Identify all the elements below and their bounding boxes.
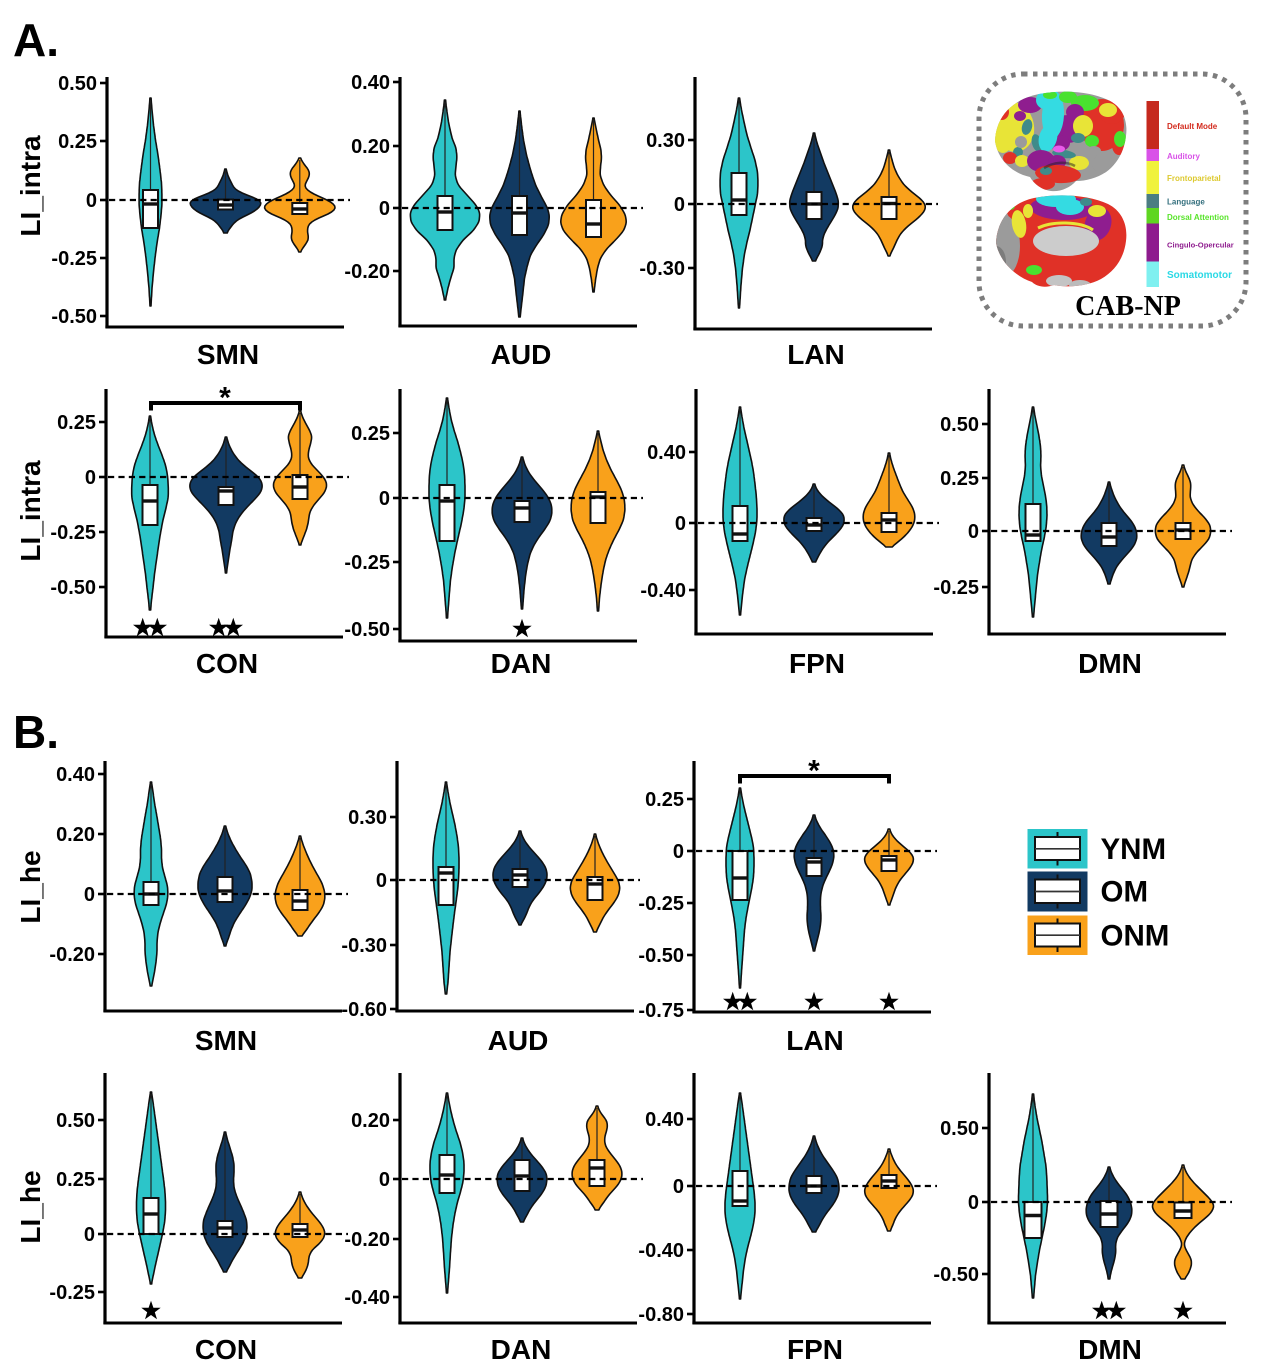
svg-text:-0.20: -0.20: [49, 944, 95, 966]
svg-text:0.25: 0.25: [58, 131, 97, 153]
svg-text:*: *: [808, 755, 820, 788]
svg-text:0: 0: [84, 884, 95, 906]
svg-text:A.: A.: [13, 14, 59, 66]
svg-text:Dorsal Attention: Dorsal Attention: [1167, 213, 1229, 222]
svg-text:0.40: 0.40: [56, 764, 95, 786]
svg-text:0.25: 0.25: [351, 423, 390, 445]
svg-text:-0.75: -0.75: [638, 1000, 684, 1022]
svg-text:0: 0: [379, 1169, 390, 1191]
svg-text:Default Mode: Default Mode: [1167, 122, 1218, 131]
svg-text:*: *: [219, 382, 231, 415]
svg-text:0.20: 0.20: [56, 824, 95, 846]
svg-text:-0.25: -0.25: [50, 522, 96, 544]
svg-text:-0.50: -0.50: [344, 619, 390, 641]
svg-text:0: 0: [376, 870, 387, 892]
svg-text:B.: B.: [13, 706, 59, 758]
svg-text:-0.20: -0.20: [344, 261, 390, 283]
svg-text:0.30: 0.30: [348, 807, 387, 829]
svg-text:0: 0: [86, 190, 97, 212]
svg-text:0: 0: [379, 488, 390, 510]
svg-text:-0.50: -0.50: [638, 945, 684, 967]
svg-text:0.40: 0.40: [647, 442, 686, 464]
svg-text:SMN: SMN: [195, 1025, 257, 1056]
svg-text:-0.25: -0.25: [638, 893, 684, 915]
svg-text:DMN: DMN: [1078, 1334, 1142, 1365]
svg-text:0: 0: [379, 198, 390, 220]
svg-text:-0.25: -0.25: [49, 1282, 95, 1304]
svg-text:FPN: FPN: [789, 648, 845, 679]
svg-text:-0.20: -0.20: [344, 1229, 390, 1251]
svg-text:ONM: ONM: [1101, 920, 1170, 953]
svg-text:DMN: DMN: [1078, 648, 1142, 679]
svg-text:Auditory: Auditory: [1167, 152, 1200, 161]
svg-text:-0.60: -0.60: [341, 999, 387, 1021]
svg-text:-0.30: -0.30: [341, 935, 387, 957]
svg-text:Cingulo-Opercular: Cingulo-Opercular: [1167, 241, 1234, 250]
svg-text:-0.30: -0.30: [639, 258, 685, 280]
svg-text:CON: CON: [196, 648, 258, 679]
svg-text:-0.40: -0.40: [638, 1240, 684, 1262]
svg-text:-0.50: -0.50: [51, 306, 97, 328]
svg-text:LI_he: LI_he: [15, 850, 46, 923]
svg-text:0.50: 0.50: [940, 1118, 979, 1140]
svg-text:-0.25: -0.25: [933, 577, 979, 599]
svg-text:OM: OM: [1101, 876, 1149, 909]
svg-text:-0.40: -0.40: [640, 580, 686, 602]
svg-text:0: 0: [84, 1224, 95, 1246]
svg-text:-0.50: -0.50: [50, 577, 96, 599]
svg-text:-0.50: -0.50: [933, 1264, 979, 1286]
svg-text:0: 0: [673, 1176, 684, 1198]
svg-text:-0.40: -0.40: [344, 1287, 390, 1309]
svg-text:0.25: 0.25: [645, 789, 684, 811]
svg-text:0.50: 0.50: [58, 73, 97, 95]
svg-text:LI_he: LI_he: [15, 1170, 46, 1243]
svg-text:CON: CON: [195, 1334, 257, 1365]
svg-text:AUD: AUD: [488, 1025, 549, 1056]
svg-text:YNM: YNM: [1101, 833, 1167, 866]
svg-text:LAN: LAN: [787, 339, 845, 370]
svg-text:-0.25: -0.25: [344, 552, 390, 574]
svg-text:-0.25: -0.25: [51, 248, 97, 270]
svg-text:0.25: 0.25: [56, 1169, 95, 1191]
svg-text:Somatomotor: Somatomotor: [1167, 270, 1232, 281]
svg-text:AUD: AUD: [491, 339, 552, 370]
svg-text:0.30: 0.30: [646, 130, 685, 152]
svg-text:0.50: 0.50: [940, 414, 979, 436]
svg-text:LAN: LAN: [786, 1025, 844, 1056]
svg-text:0.50: 0.50: [56, 1110, 95, 1132]
svg-text:0: 0: [673, 841, 684, 863]
svg-text:CAB-NP: CAB-NP: [1075, 291, 1181, 322]
svg-text:0: 0: [968, 1192, 979, 1214]
svg-text:FPN: FPN: [787, 1334, 843, 1365]
svg-text:DAN: DAN: [491, 648, 552, 679]
svg-text:Frontoparietal: Frontoparietal: [1167, 174, 1221, 183]
svg-text:0.25: 0.25: [57, 412, 96, 434]
svg-text:0: 0: [674, 194, 685, 216]
svg-text:0.25: 0.25: [940, 468, 979, 490]
svg-text:LI_intra: LI_intra: [15, 460, 46, 562]
svg-text:0: 0: [675, 513, 686, 535]
svg-text:SMN: SMN: [197, 339, 259, 370]
svg-text:0: 0: [85, 467, 96, 489]
svg-text:0.20: 0.20: [351, 136, 390, 158]
svg-text:0.40: 0.40: [351, 72, 390, 94]
svg-text:Language: Language: [1167, 198, 1205, 207]
svg-text:0.40: 0.40: [645, 1109, 684, 1131]
svg-text:0.20: 0.20: [351, 1110, 390, 1132]
svg-text:-0.80: -0.80: [638, 1304, 684, 1326]
svg-text:LI_intra: LI_intra: [15, 135, 46, 237]
svg-text:DAN: DAN: [491, 1334, 552, 1365]
svg-text:0: 0: [968, 521, 979, 543]
